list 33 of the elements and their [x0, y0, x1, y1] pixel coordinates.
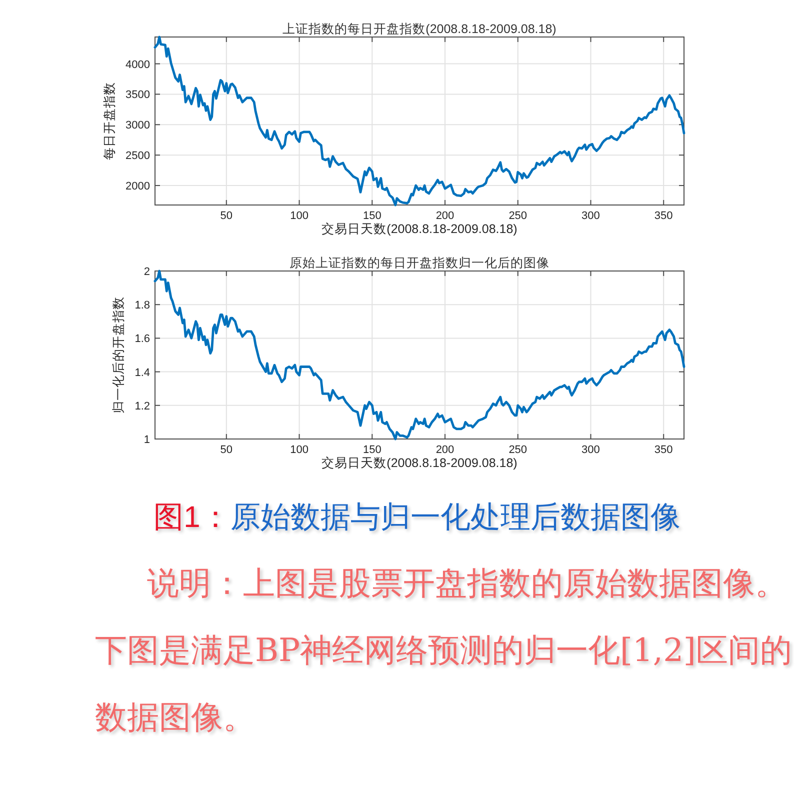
text: 图1：原始数据与归一化处理后数据图像 [154, 501, 680, 534]
y-tick-label: 2500 [126, 150, 150, 162]
y-axis-title: 归一化后的开盘指数 [112, 296, 126, 414]
y-tick-label: 3500 [126, 89, 150, 102]
y-tick-label: 1.2 [134, 400, 150, 412]
chart-title: 原始上证指数的每日开盘指数归一化后的图像 [290, 256, 550, 270]
x-tick-label: 350 [654, 444, 673, 456]
y-tick-label: 1.4 [134, 366, 150, 379]
x-tick-label: 200 [436, 444, 454, 456]
x-tick-label: 50 [220, 210, 233, 222]
y-tick-label: 1.8 [134, 300, 150, 312]
y-tick-label: 1 [144, 434, 150, 446]
x-axis-title: 交易日天数(2008.8.18-2009.08.18) [322, 221, 518, 236]
y-tick-label: 4000 [126, 58, 150, 71]
y-tick-label: 2000 [126, 180, 150, 193]
x-tick-label: 250 [508, 210, 528, 222]
x-tick-label: 150 [362, 210, 382, 222]
x-tick-label: 100 [290, 210, 308, 222]
y-tick-label: 1.6 [134, 333, 150, 346]
x-tick-label: 100 [290, 444, 308, 456]
x-axis-title: 交易日天数(2008.8.18-2009.08.18) [322, 455, 518, 470]
x-tick-label: 300 [582, 210, 600, 222]
x-tick-label: 150 [362, 444, 382, 456]
y-tick-label: 2 [144, 266, 150, 278]
x-tick-label: 300 [582, 444, 600, 456]
x-tick-label: 50 [220, 444, 233, 456]
text: 说明：上图是股票开盘指数的原始数据图像。下图是满足BP神经网络预测的归一化[1,2]区间的数据图像。 [95, 563, 793, 738]
x-tick-label: 250 [508, 444, 528, 456]
y-axis-title: 每日开盘指数 [102, 82, 117, 160]
y-tick-label: 3000 [126, 120, 150, 132]
x-tick-label: 350 [654, 210, 673, 222]
chart-title: 上证指数的每日开盘指数(2008.8.18-2009.08.18) [282, 22, 556, 36]
x-tick-label: 200 [436, 210, 454, 222]
